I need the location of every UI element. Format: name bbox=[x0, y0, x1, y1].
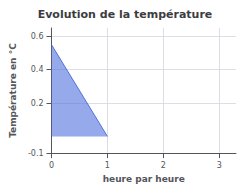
svg-text:1: 1 bbox=[105, 161, 110, 170]
svg-text:heure par heure: heure par heure bbox=[103, 174, 185, 184]
svg-text:3: 3 bbox=[217, 161, 222, 170]
svg-text:Evolution de la température: Evolution de la température bbox=[38, 8, 213, 21]
svg-text:0: 0 bbox=[49, 161, 54, 170]
svg-text:2: 2 bbox=[161, 161, 166, 170]
svg-text:Température en °C: Température en °C bbox=[8, 43, 18, 138]
svg-text:-0.1: -0.1 bbox=[28, 149, 44, 158]
svg-text:0.6: 0.6 bbox=[31, 32, 44, 41]
svg-text:0.4: 0.4 bbox=[31, 65, 44, 74]
svg-text:0.2: 0.2 bbox=[31, 99, 44, 108]
